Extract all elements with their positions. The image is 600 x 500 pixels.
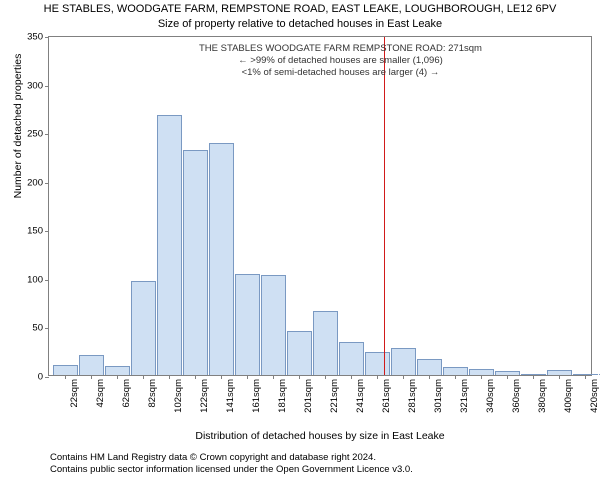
x-tick-label: 400sqm bbox=[563, 375, 574, 413]
marker-vertical-line bbox=[384, 37, 385, 375]
histogram-plot: 05010015020025030035022sqm42sqm62sqm82sq… bbox=[48, 36, 592, 376]
x-tick-label: 360sqm bbox=[511, 375, 522, 413]
x-tick-mark bbox=[273, 375, 274, 379]
histogram-bar bbox=[391, 348, 416, 375]
x-tick-label: 122sqm bbox=[199, 375, 210, 413]
footer-attribution: Contains HM Land Registry data © Crown c… bbox=[50, 452, 413, 477]
footer-line1: Contains HM Land Registry data © Crown c… bbox=[50, 452, 413, 464]
histogram-bar bbox=[235, 274, 260, 375]
histogram-bar bbox=[209, 143, 234, 375]
histogram-bar bbox=[417, 359, 442, 375]
annotation-line: <1% of semi-detached houses are larger (… bbox=[199, 67, 482, 79]
x-tick-mark bbox=[533, 375, 534, 379]
y-tick-mark bbox=[45, 328, 49, 329]
annotation-line: ← >99% of detached houses are smaller (1… bbox=[199, 55, 482, 67]
x-tick-label: 22sqm bbox=[69, 375, 80, 408]
histogram-bar bbox=[183, 150, 208, 375]
x-tick-label: 221sqm bbox=[329, 375, 340, 413]
histogram-bar bbox=[495, 371, 520, 375]
x-tick-label: 261sqm bbox=[381, 375, 392, 413]
x-tick-mark bbox=[325, 375, 326, 379]
x-tick-mark bbox=[403, 375, 404, 379]
histogram-bar bbox=[131, 281, 156, 375]
x-tick-mark bbox=[143, 375, 144, 379]
x-tick-label: 82sqm bbox=[147, 375, 158, 408]
x-tick-mark bbox=[351, 375, 352, 379]
histogram-bar bbox=[521, 374, 546, 375]
y-tick-mark bbox=[45, 377, 49, 378]
x-tick-label: 281sqm bbox=[407, 375, 418, 413]
x-tick-label: 181sqm bbox=[277, 375, 288, 413]
x-tick-label: 241sqm bbox=[355, 375, 366, 413]
x-tick-mark bbox=[169, 375, 170, 379]
x-tick-label: 62sqm bbox=[121, 375, 132, 408]
y-tick-mark bbox=[45, 37, 49, 38]
x-tick-mark bbox=[481, 375, 482, 379]
histogram-bar bbox=[79, 355, 104, 375]
histogram-bar bbox=[261, 275, 286, 375]
x-tick-label: 141sqm bbox=[225, 375, 236, 413]
histogram-bar bbox=[105, 366, 130, 375]
header-title-line2: Size of property relative to detached ho… bbox=[0, 18, 600, 30]
x-tick-label: 301sqm bbox=[433, 375, 444, 413]
x-tick-mark bbox=[91, 375, 92, 379]
histogram-bar bbox=[443, 367, 468, 375]
x-axis-label: Distribution of detached houses by size … bbox=[48, 430, 592, 442]
x-tick-mark bbox=[559, 375, 560, 379]
y-axis-label: Number of detached properties bbox=[12, 0, 24, 296]
y-tick-mark bbox=[45, 280, 49, 281]
x-tick-mark bbox=[299, 375, 300, 379]
histogram-bar bbox=[313, 311, 338, 375]
x-tick-label: 42sqm bbox=[95, 375, 106, 408]
x-tick-label: 321sqm bbox=[459, 375, 470, 413]
x-tick-mark bbox=[117, 375, 118, 379]
y-tick-mark bbox=[45, 231, 49, 232]
y-tick-mark bbox=[45, 183, 49, 184]
histogram-bar bbox=[365, 352, 390, 375]
footer-line2: Contains public sector information licen… bbox=[50, 464, 413, 476]
x-tick-label: 161sqm bbox=[251, 375, 262, 413]
histogram-bar bbox=[157, 115, 182, 375]
y-tick-mark bbox=[45, 134, 49, 135]
header-title-line1: HE STABLES, WOODGATE FARM, REMPSTONE ROA… bbox=[0, 3, 600, 15]
x-tick-label: 201sqm bbox=[303, 375, 314, 413]
annotation-line: THE STABLES WOODGATE FARM REMPSTONE ROAD… bbox=[199, 43, 482, 55]
x-tick-label: 380sqm bbox=[537, 375, 548, 413]
x-tick-mark bbox=[221, 375, 222, 379]
histogram-bar bbox=[287, 331, 312, 375]
x-tick-mark bbox=[585, 375, 586, 379]
x-tick-label: 420sqm bbox=[589, 375, 600, 413]
x-tick-mark bbox=[429, 375, 430, 379]
x-tick-mark bbox=[377, 375, 378, 379]
x-tick-mark bbox=[455, 375, 456, 379]
x-tick-label: 340sqm bbox=[485, 375, 496, 413]
annotation-box: THE STABLES WOODGATE FARM REMPSTONE ROAD… bbox=[199, 43, 482, 79]
x-tick-mark bbox=[65, 375, 66, 379]
x-tick-label: 102sqm bbox=[173, 375, 184, 413]
x-tick-mark bbox=[247, 375, 248, 379]
histogram-bar bbox=[573, 374, 598, 375]
histogram-bar bbox=[339, 342, 364, 375]
histogram-bar bbox=[53, 365, 78, 375]
x-tick-mark bbox=[507, 375, 508, 379]
y-tick-mark bbox=[45, 86, 49, 87]
histogram-bar bbox=[469, 369, 494, 375]
x-tick-mark bbox=[195, 375, 196, 379]
histogram-bar bbox=[547, 370, 572, 375]
